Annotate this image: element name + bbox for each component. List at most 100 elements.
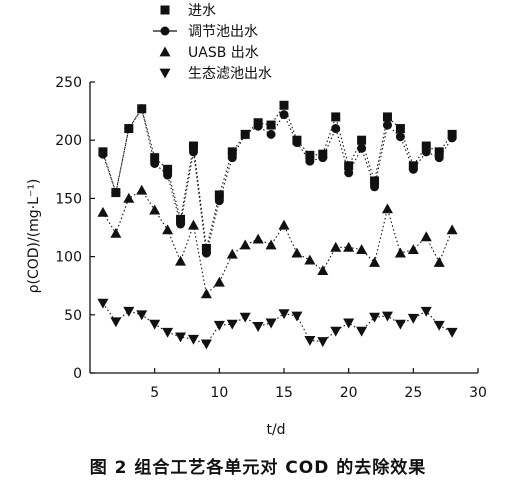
data-point <box>420 231 432 242</box>
data-point <box>330 326 342 337</box>
series-points <box>97 100 458 350</box>
data-point <box>370 176 380 186</box>
data-point <box>162 327 174 338</box>
data-point <box>149 204 161 215</box>
data-point <box>446 224 458 235</box>
figure-caption: 图 2 组合工艺各单元对 COD 的去除效果 <box>89 458 427 478</box>
data-point <box>394 319 406 330</box>
data-point <box>214 190 224 200</box>
x-tick-label: 30 <box>469 385 487 401</box>
data-point <box>407 313 419 324</box>
x-tick-label: 10 <box>210 385 228 401</box>
data-point <box>278 309 290 320</box>
data-point <box>175 332 187 343</box>
data-point <box>201 248 211 258</box>
data-point <box>97 206 109 217</box>
legend-marker <box>160 26 170 36</box>
data-point <box>175 255 187 266</box>
data-point <box>266 120 276 130</box>
data-point <box>278 219 290 230</box>
data-point <box>176 214 186 224</box>
data-point <box>187 219 199 230</box>
data-point <box>150 153 160 163</box>
data-point <box>97 298 109 309</box>
y-tick-label: 50 <box>64 308 82 324</box>
data-point <box>370 182 380 192</box>
data-point <box>188 141 198 151</box>
data-point <box>330 241 342 252</box>
data-point <box>279 110 289 120</box>
data-point <box>149 319 161 330</box>
data-point <box>213 276 225 287</box>
y-tick-label: 100 <box>55 250 82 266</box>
y-tick-label: 0 <box>73 366 82 382</box>
series-lines <box>102 104 453 345</box>
data-point <box>123 192 135 203</box>
data-point <box>265 318 277 329</box>
data-point <box>291 247 303 258</box>
data-point <box>110 317 122 328</box>
data-point <box>434 147 444 157</box>
data-point <box>447 133 457 143</box>
data-point <box>318 153 328 163</box>
x-tick-label: 15 <box>275 385 293 401</box>
x-tick-label: 5 <box>150 385 159 401</box>
data-point <box>381 311 393 322</box>
data-point <box>213 320 225 331</box>
data-point <box>433 256 445 267</box>
data-point <box>176 219 186 229</box>
data-point <box>239 312 251 323</box>
data-point <box>407 244 419 255</box>
data-point <box>317 337 329 348</box>
data-point <box>292 138 302 148</box>
data-point <box>266 129 276 139</box>
data-point <box>395 124 405 134</box>
legend-label: 生态滤池出水 <box>188 66 272 82</box>
data-point <box>200 339 212 350</box>
data-point <box>331 124 341 134</box>
y-tick-label: 250 <box>55 75 82 91</box>
data-point <box>279 100 289 110</box>
data-point <box>226 248 238 259</box>
data-point <box>421 141 431 151</box>
data-point <box>331 112 341 122</box>
series-line-3 <box>102 189 453 295</box>
data-point <box>252 233 264 244</box>
y-axis-label: ρ(COD)/(mg·L⁻¹) <box>26 179 42 294</box>
legend-label: UASB 出水 <box>188 45 259 61</box>
data-point <box>162 224 174 235</box>
legend-label: 调节池出水 <box>188 24 258 40</box>
data-point <box>305 156 315 166</box>
data-point <box>163 170 173 180</box>
data-point <box>111 188 121 198</box>
data-point <box>137 104 147 114</box>
data-point <box>357 135 367 145</box>
data-point <box>434 153 444 163</box>
data-point <box>344 168 354 178</box>
data-point <box>240 129 250 139</box>
data-point <box>395 132 405 142</box>
data-point <box>188 147 198 157</box>
data-point <box>356 326 368 337</box>
data-point <box>317 265 329 275</box>
data-point <box>187 334 199 345</box>
x-tick-label: 20 <box>340 385 358 401</box>
data-point <box>408 164 418 174</box>
data-point <box>382 112 392 122</box>
x-tick-label: 25 <box>404 385 422 401</box>
x-axis-label: t/d <box>266 422 285 438</box>
data-point <box>420 306 432 317</box>
data-point <box>344 161 354 171</box>
data-point <box>421 147 431 157</box>
series-line-4 <box>102 302 453 345</box>
legend-marker <box>160 5 170 15</box>
data-point <box>304 254 316 265</box>
data-point <box>265 239 277 250</box>
data-point <box>369 312 381 323</box>
data-point <box>214 196 224 206</box>
data-point <box>226 319 238 330</box>
legend-marker <box>159 68 171 79</box>
data-point <box>357 143 367 153</box>
